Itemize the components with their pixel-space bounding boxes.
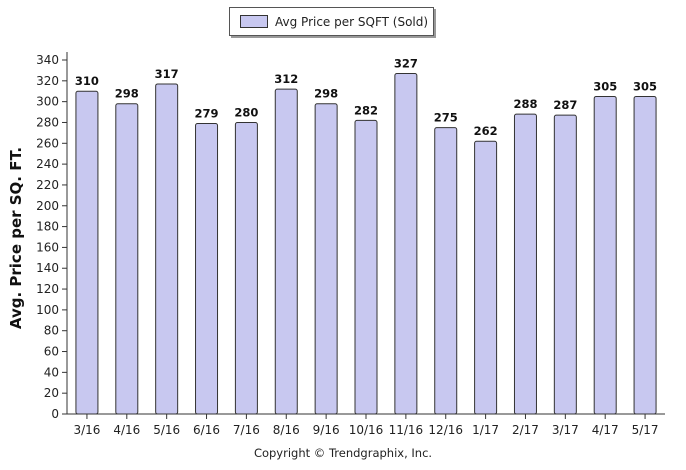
y-tick-label: 240 — [36, 157, 59, 171]
x-tick-label: 7/16 — [233, 423, 260, 437]
data-label: 282 — [354, 103, 378, 117]
data-label: 305 — [593, 79, 617, 93]
data-label: 262 — [474, 124, 498, 138]
bar — [75, 90, 99, 415]
y-tick-label: 60 — [44, 345, 59, 359]
y-tick-label: 120 — [36, 282, 59, 296]
legend: Avg Price per SQFT (Sold) — [229, 7, 434, 36]
bar — [593, 95, 617, 415]
x-tick-label: 11/16 — [389, 423, 424, 437]
x-tick-label: 4/16 — [113, 423, 140, 437]
y-tick-label: 160 — [36, 240, 59, 254]
bar — [553, 114, 577, 415]
y-tick-label: 20 — [44, 386, 59, 400]
data-label: 298 — [115, 87, 139, 101]
y-tick-label: 320 — [36, 74, 59, 88]
bar — [195, 123, 219, 415]
bar — [633, 95, 657, 415]
y-tick-label: 220 — [36, 178, 59, 192]
y-tick-label: 40 — [44, 365, 59, 379]
y-tick-label: 180 — [36, 220, 59, 234]
x-tick-label: 4/17 — [592, 423, 619, 437]
data-label: 305 — [633, 79, 657, 93]
legend-label: Avg Price per SQFT (Sold) — [275, 14, 429, 29]
y-tick-label: 100 — [36, 303, 59, 317]
x-tick-label: 3/16 — [73, 423, 100, 437]
chart-bars — [75, 73, 657, 415]
x-tick-label: 3/17 — [552, 423, 579, 437]
y-axis-label: Avg. Price per SQ. FT. — [7, 147, 25, 329]
bar — [274, 88, 298, 415]
x-tick-label: 10/16 — [349, 423, 384, 437]
bar — [155, 83, 179, 415]
bar — [394, 73, 418, 415]
x-tick-label: 9/16 — [313, 423, 340, 437]
bar — [513, 113, 537, 415]
y-tick-label: 80 — [44, 324, 59, 338]
x-tick-label: 6/16 — [193, 423, 220, 437]
y-tick-label: 140 — [36, 261, 59, 275]
y-tick-label: 260 — [36, 136, 59, 150]
x-tick-label: 2/17 — [512, 423, 539, 437]
copyright-text: Copyright © Trendgraphix, Inc. — [253, 446, 433, 460]
x-tick-label: 5/17 — [632, 423, 659, 437]
bar — [115, 103, 139, 415]
x-tick-label: 8/16 — [273, 423, 300, 437]
data-label: 288 — [513, 97, 537, 111]
bar — [234, 121, 258, 415]
y-tick-label: 0 — [51, 407, 59, 421]
bar — [434, 127, 458, 415]
data-label: 298 — [314, 87, 338, 101]
y-tick-label: 200 — [36, 199, 59, 213]
y-tick-label: 300 — [36, 95, 59, 109]
x-tick-label: 1/17 — [472, 423, 499, 437]
legend-swatch — [240, 15, 268, 28]
bar — [354, 119, 378, 415]
bar — [314, 103, 338, 415]
chart-data-labels: 310 298 317 279 280 312 298 282 327 275 262 288 287 3… — [75, 57, 657, 139]
data-label: 327 — [394, 57, 418, 71]
data-label: 287 — [553, 98, 577, 112]
data-label: 310 — [75, 74, 99, 88]
bar — [474, 140, 498, 415]
y-tick-label: 280 — [36, 115, 59, 129]
x-tick-label: 5/16 — [153, 423, 180, 437]
data-label: 312 — [274, 72, 298, 86]
data-label: 279 — [195, 107, 219, 121]
data-label: 317 — [155, 67, 179, 81]
x-tick-label: 12/16 — [428, 423, 463, 437]
data-label: 275 — [434, 111, 458, 125]
data-label: 280 — [234, 105, 258, 119]
y-tick-label: 340 — [36, 53, 59, 67]
